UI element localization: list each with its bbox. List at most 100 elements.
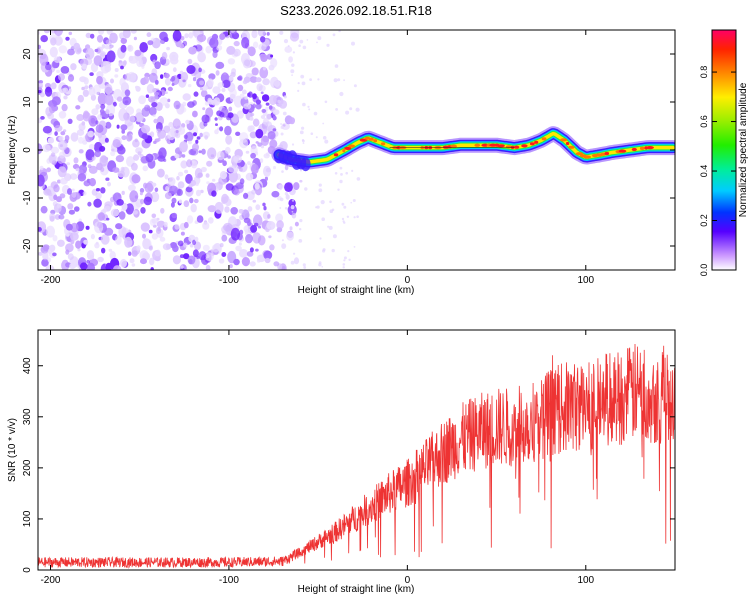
noise-blob [170, 242, 177, 249]
trace-hotspot [380, 142, 386, 146]
trace-hotspot [541, 137, 547, 141]
noise-blob [260, 91, 264, 95]
noise-blob [272, 115, 277, 121]
noise-blob [82, 191, 87, 196]
noise-blob [115, 223, 123, 230]
noise-blob [91, 108, 99, 116]
noise-blob [185, 131, 194, 142]
noise-blob [249, 76, 258, 83]
noise-blob [205, 45, 212, 54]
noise-blob [204, 135, 208, 140]
noise-blob [243, 103, 252, 110]
noise-speck [343, 259, 346, 262]
noise-speck [284, 192, 289, 196]
noise-speck [350, 201, 353, 204]
noise-blob [153, 140, 157, 144]
x-tick-label: -200 [40, 575, 60, 586]
noise-blob [167, 86, 173, 92]
noise-blob [255, 248, 259, 252]
noise-blob [189, 243, 194, 248]
spectrogram-x-ticks: -200 -100 0 100 [40, 30, 595, 286]
noise-speck [318, 261, 322, 265]
trace-hotspot [348, 144, 356, 148]
noise-blob [79, 76, 87, 83]
noise-blob [208, 73, 216, 80]
noise-speck [343, 205, 347, 209]
noise-blob [294, 221, 299, 227]
noise-blob [205, 252, 214, 262]
noise-speck [318, 183, 322, 187]
noise-speck [342, 263, 346, 266]
noise-blob [129, 190, 139, 203]
noise-blob [151, 213, 157, 219]
noise-blob [83, 110, 90, 119]
noise-blob [45, 225, 56, 238]
noise-blob [46, 167, 51, 173]
noise-blob [101, 247, 106, 254]
noise-blob [197, 52, 207, 63]
noise-speck [303, 266, 307, 269]
noise-blob [85, 225, 90, 230]
noise-speck [281, 103, 284, 106]
noise-speck [343, 256, 347, 260]
noise-blob [152, 114, 156, 117]
noise-blob [269, 139, 278, 149]
noise-blob [187, 101, 195, 108]
noise-blob [88, 165, 98, 174]
noise-speck [297, 89, 300, 92]
noise-blob [187, 58, 193, 65]
noise-speck [324, 139, 329, 144]
noise-blob [204, 101, 209, 106]
noise-blob [164, 77, 171, 86]
noise-speck [291, 199, 295, 202]
noise-blob [127, 44, 134, 52]
noise-speck [332, 33, 336, 37]
noise-speck [290, 260, 295, 265]
noise-blob [172, 67, 177, 73]
noise-speck [334, 172, 338, 175]
noise-speck [316, 41, 318, 44]
noise-blob [257, 142, 263, 147]
noise-blob [120, 166, 125, 173]
noise-blob [233, 189, 240, 196]
noise-blob [124, 236, 133, 248]
noise-speck [321, 266, 324, 268]
noise-blob [167, 130, 176, 141]
noise-speck [298, 44, 301, 47]
noise-speck [351, 169, 354, 172]
noise-blob [184, 33, 189, 39]
noise-blob [142, 165, 149, 172]
noise-blob [124, 89, 131, 97]
noise-blob [84, 85, 89, 90]
noise-blob [216, 110, 222, 117]
noise-blob [235, 182, 244, 190]
noise-blob [287, 204, 297, 216]
noise-blob [102, 208, 107, 213]
noise-blob [150, 53, 158, 63]
noise-speck [302, 139, 305, 143]
noise-blob [69, 263, 76, 270]
noise-blob [178, 199, 183, 204]
noise-speck [339, 91, 344, 97]
noise-blob [258, 43, 267, 51]
noise-blob [73, 42, 81, 50]
noise-blob [108, 248, 113, 252]
colorbar-tick-label: 0.4 [699, 165, 709, 178]
noise-blob [117, 170, 125, 178]
noise-blob [260, 145, 265, 149]
trace-hotspot [646, 146, 654, 150]
noise-speck [280, 123, 282, 125]
noise-blob [263, 206, 267, 211]
noise-blob [289, 117, 295, 125]
noise-blob [192, 239, 197, 245]
noise-blob [243, 192, 249, 199]
noise-speck [310, 132, 314, 135]
noise-blob [269, 244, 275, 251]
trace-hotspot [560, 138, 568, 142]
noise-blob [83, 180, 91, 187]
noise-blob [164, 192, 172, 200]
noise-blob [100, 234, 110, 245]
noise-blob [193, 91, 199, 97]
noise-blob [264, 257, 271, 264]
noise-blob [104, 227, 114, 236]
